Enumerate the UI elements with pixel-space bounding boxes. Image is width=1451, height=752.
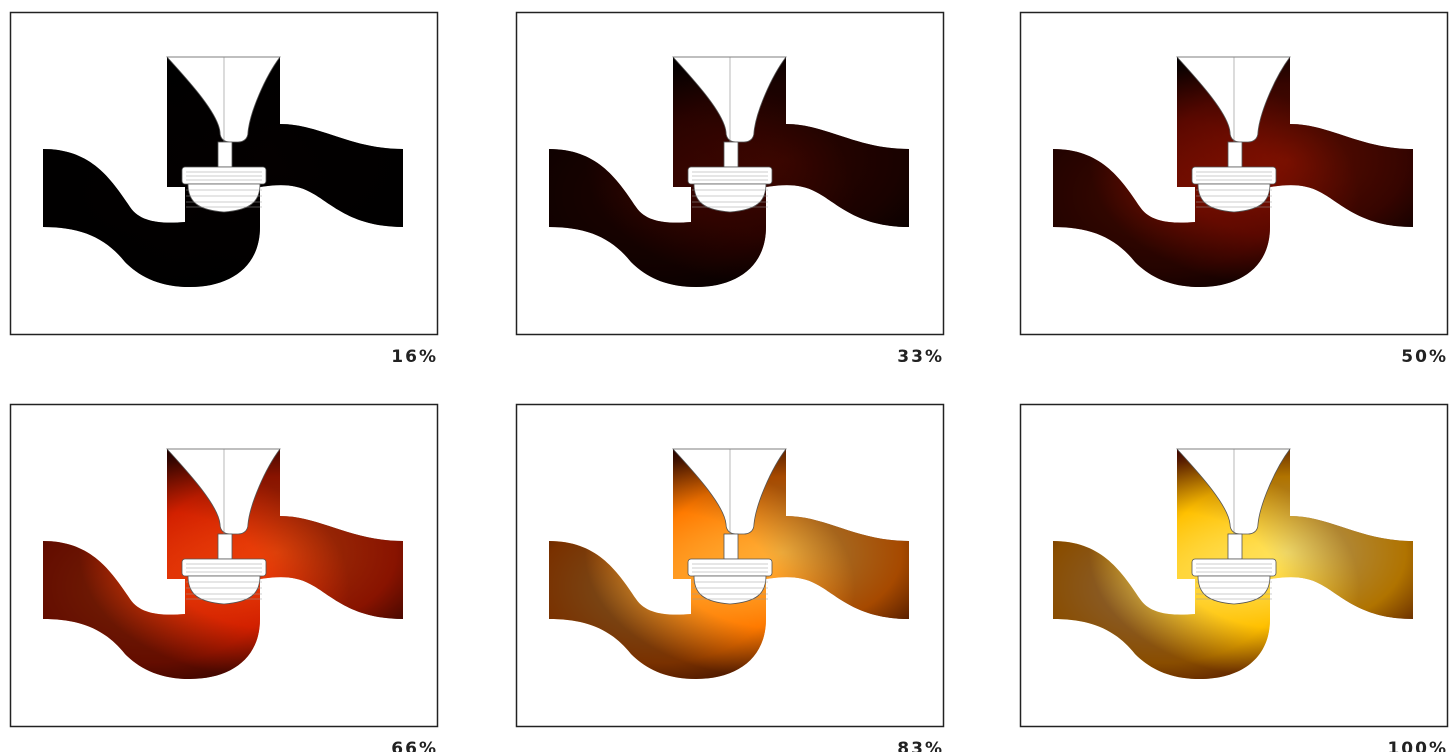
valve-seat: [166, 56, 281, 143]
valve-stem: [1227, 141, 1243, 168]
valve-disc: [687, 558, 773, 577]
valve-stem: [217, 533, 233, 560]
valve-disc: [1191, 166, 1277, 185]
panel: 50%: [1019, 11, 1449, 367]
panel: 33%: [515, 11, 945, 367]
valve-seat: [166, 448, 281, 535]
valve-seat: [672, 56, 787, 143]
valve-disc: [181, 166, 267, 185]
valve-seat: [672, 448, 787, 535]
panel: 66%: [9, 403, 439, 752]
valve-plug: [1197, 183, 1271, 213]
panel: 100%: [1019, 403, 1449, 752]
valve-stem: [1227, 533, 1243, 560]
valve-plug: [1197, 575, 1271, 605]
valve-plug: [693, 575, 767, 605]
opening-label: 33%: [897, 347, 944, 367]
valve-stem: [217, 141, 233, 168]
opening-label: 16%: [391, 347, 438, 367]
valve-seat: [1176, 448, 1291, 535]
valve-plug: [693, 183, 767, 213]
valve-stem: [723, 533, 739, 560]
valve-stem: [723, 141, 739, 168]
valve-seat: [1176, 56, 1291, 143]
valve-plug: [187, 575, 261, 605]
valve-plug: [187, 183, 261, 213]
opening-label: 66%: [391, 739, 438, 752]
panel: 83%: [515, 403, 945, 752]
valve-disc: [181, 558, 267, 577]
valve-disc: [1191, 558, 1277, 577]
opening-label: 100%: [1387, 739, 1448, 752]
opening-label: 50%: [1401, 347, 1448, 367]
valve-disc: [687, 166, 773, 185]
panel: 16%: [9, 11, 439, 367]
opening-label: 83%: [897, 739, 944, 752]
